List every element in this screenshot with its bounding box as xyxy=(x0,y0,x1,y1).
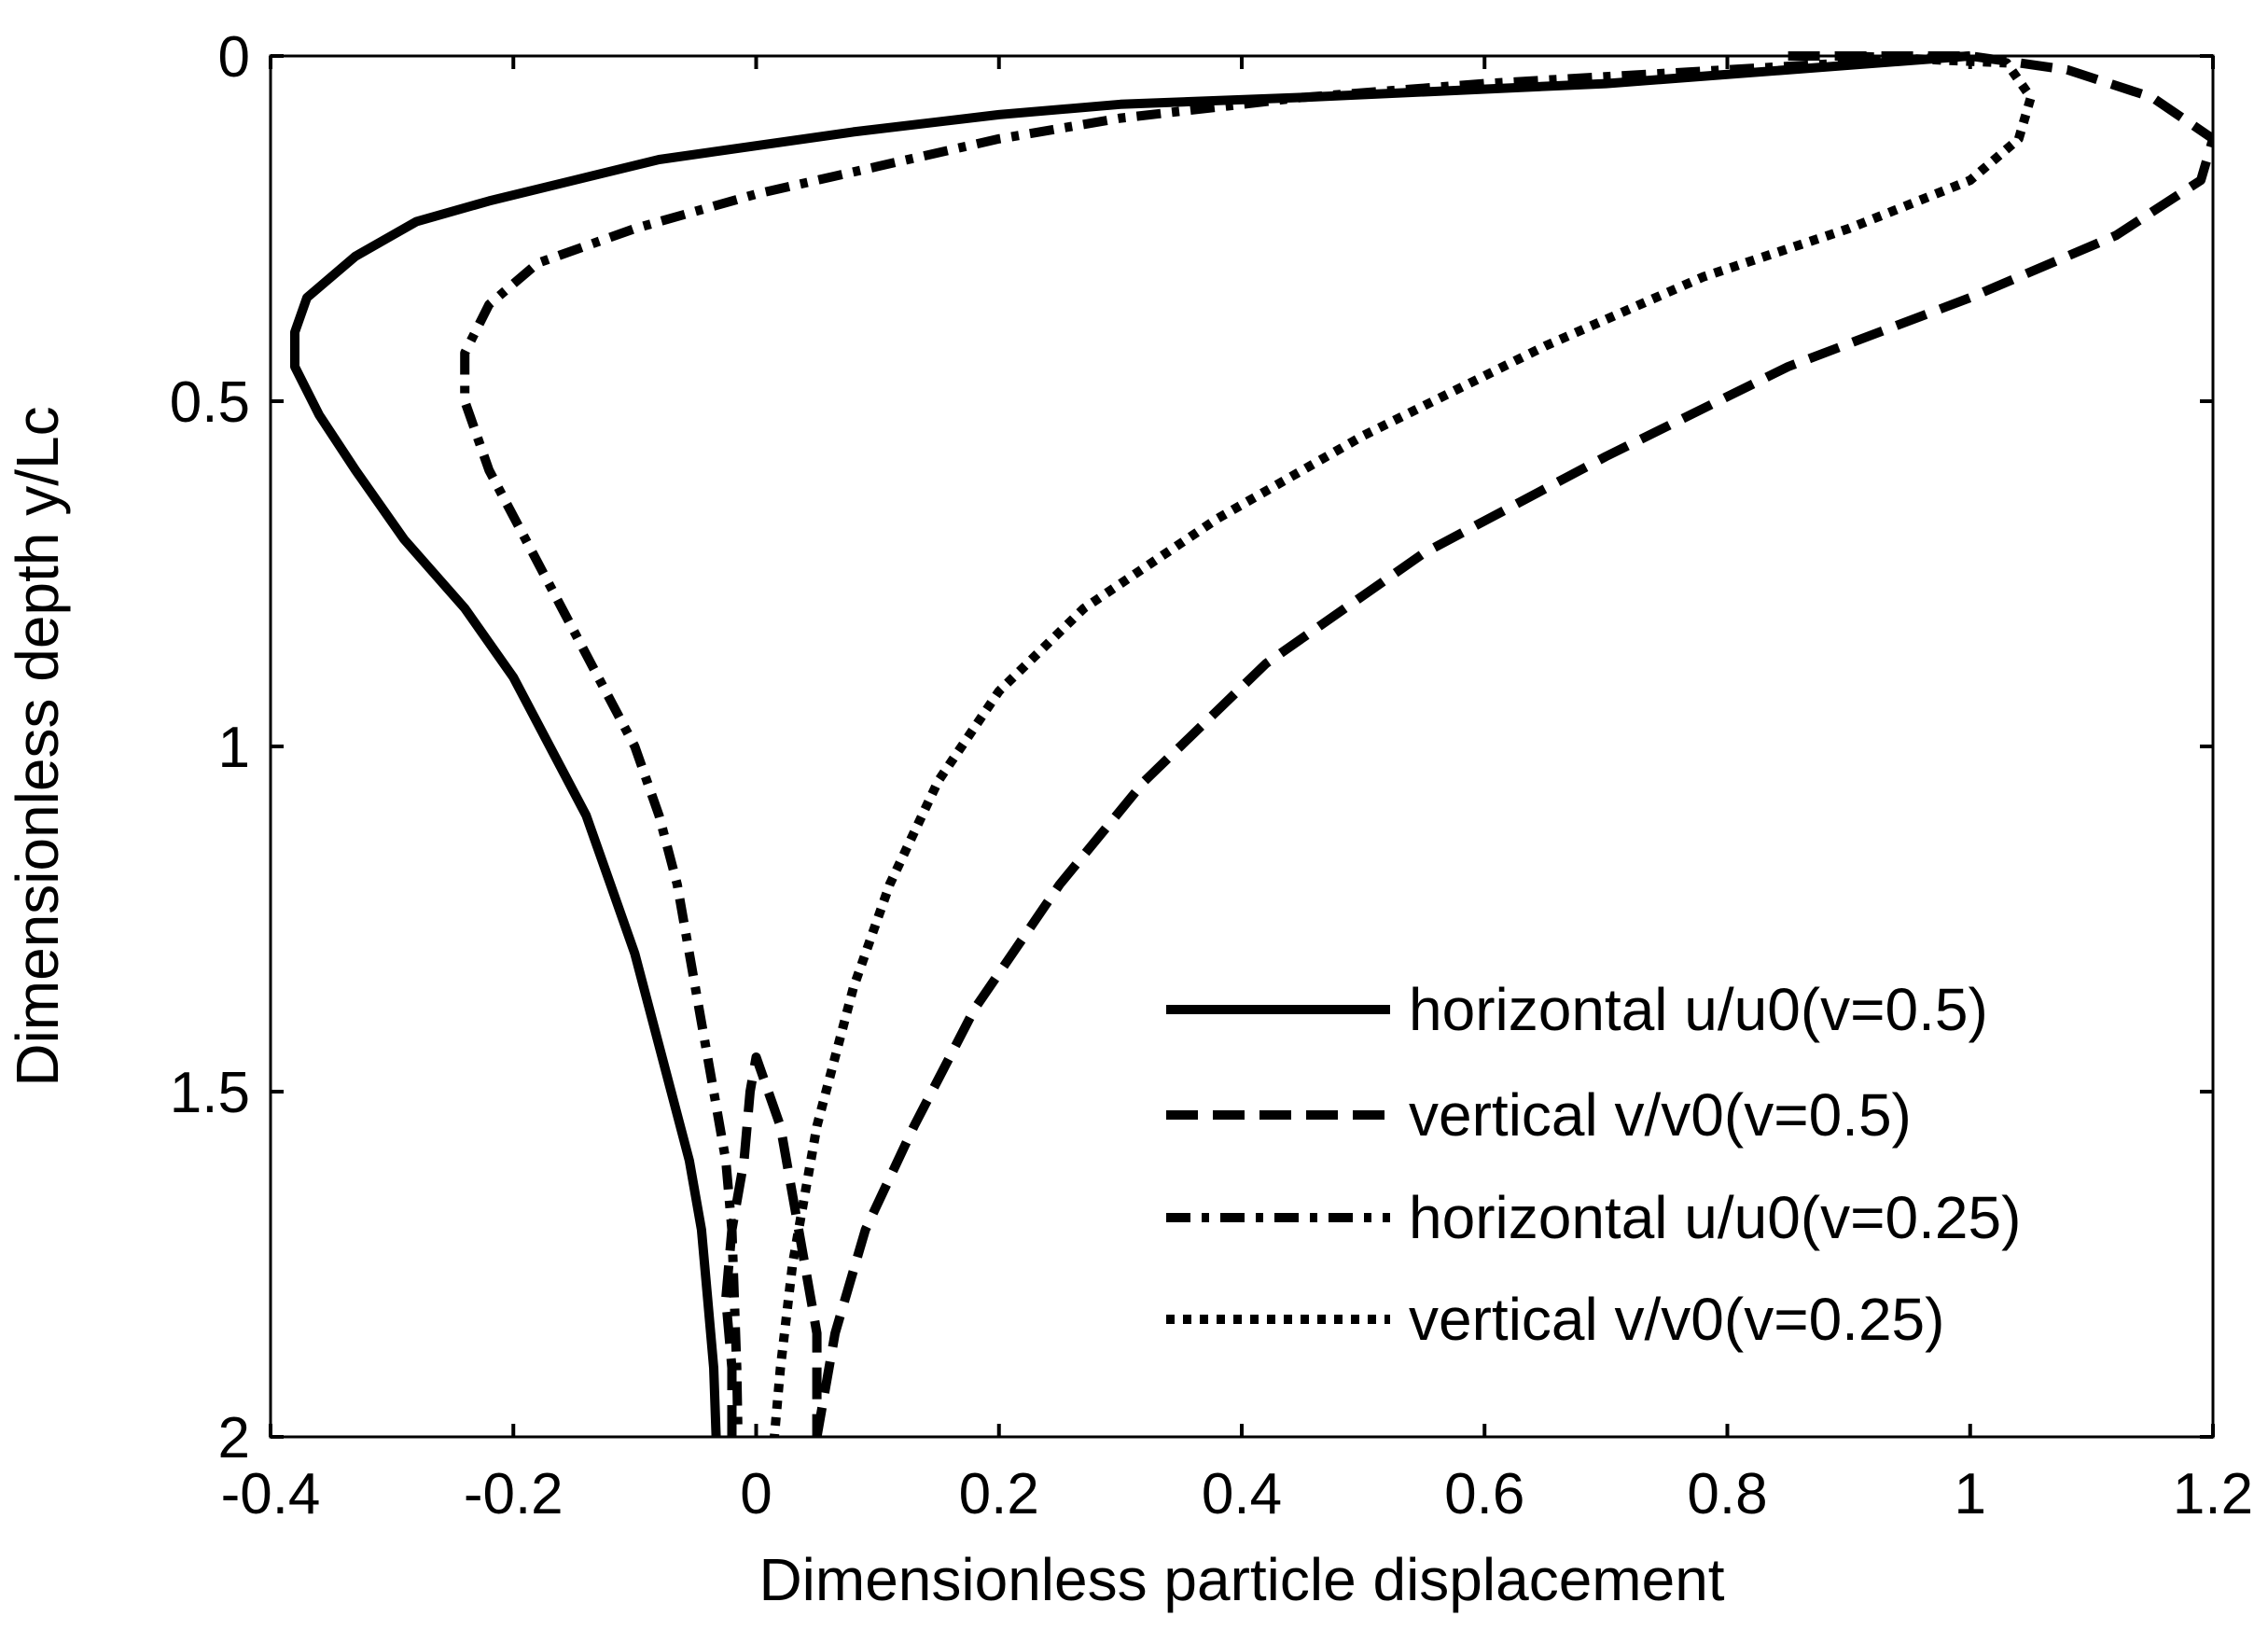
y-tick-label: 0.5 xyxy=(170,370,250,435)
legend: horizontal u/u0(v=0.5) vertical v/v0(v=0.… xyxy=(1166,976,2021,1353)
legend-label: horizontal u/u0(v=0.5) xyxy=(1409,976,1988,1043)
y-tick-label: 2 xyxy=(218,1406,250,1470)
plot-area xyxy=(290,51,2213,1437)
x-tick-label: 0.4 xyxy=(1202,1462,1282,1526)
x-tick-label: 0.2 xyxy=(959,1462,1039,1526)
series-line-4 xyxy=(812,51,2213,1437)
series-line-2 xyxy=(460,51,1971,1437)
y-tick-label: 1 xyxy=(218,716,250,780)
x-tick-label: 0.6 xyxy=(1444,1462,1524,1526)
x-tick-label: 1 xyxy=(1955,1462,1986,1526)
x-tick-label: -0.4 xyxy=(221,1462,321,1526)
x-tick-label: 1.2 xyxy=(2173,1462,2253,1526)
series-line-0 xyxy=(290,51,1971,1437)
x-axis-label: Dimensionless particle displacement xyxy=(758,1546,1724,1613)
y-tick-label: 0 xyxy=(218,25,250,90)
legend-label: vertical v/v0(v=0.25) xyxy=(1409,1286,1944,1353)
series-line-3 xyxy=(770,51,2036,1437)
x-tick-label: 0 xyxy=(740,1462,772,1526)
y-axis-label: Dimensionless depth y/Lc xyxy=(4,406,71,1086)
legend-label: vertical v/v0(v=0.5) xyxy=(1409,1081,1912,1149)
y-tick-label: 1.5 xyxy=(170,1061,250,1125)
x-tick-label: 0.8 xyxy=(1687,1462,1767,1526)
legend-label: horizontal u/u0(v=0.25) xyxy=(1409,1184,2021,1251)
series-line-1 xyxy=(721,1052,822,1437)
axes: -0.4 -0.2 0 0.2 0.4 0.6 0.8 1 1.2 0 0.5 1 1.5 2 xyxy=(170,25,2253,1526)
x-tick-label: -0.2 xyxy=(464,1462,564,1526)
